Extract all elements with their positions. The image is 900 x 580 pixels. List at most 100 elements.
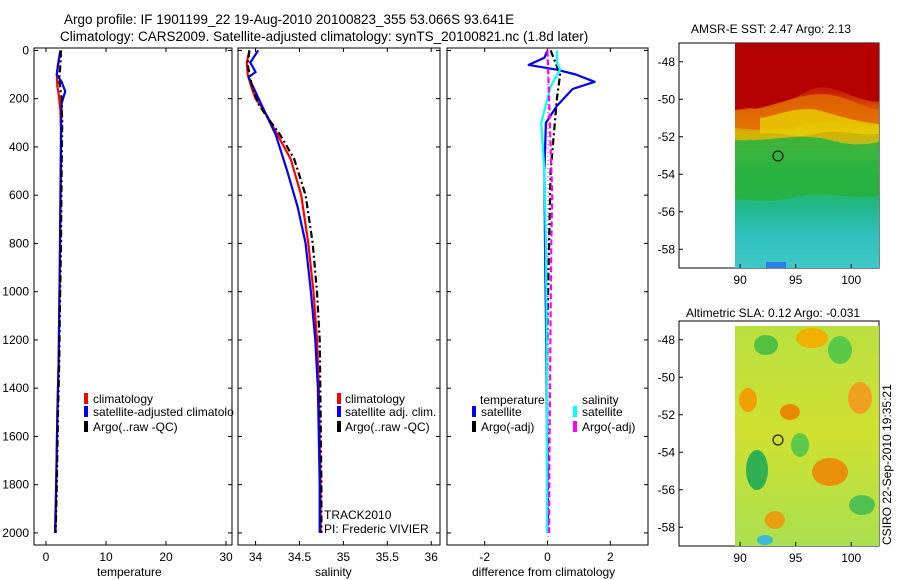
legend-temp-argo: Argo(-adj) [481, 420, 534, 434]
legend-salinity-heading: salinity [582, 393, 619, 407]
depth-tick-label: 400 [9, 140, 29, 154]
sst-green-band [735, 136, 879, 201]
sst-field [735, 43, 879, 268]
legend-sal-argo: Argo(-adj) [582, 420, 635, 434]
sla-orange-blob [739, 388, 757, 412]
legend-swatch-satellite [84, 406, 88, 417]
legend-swatch-argo [84, 421, 88, 432]
depth-tick-label: 600 [9, 188, 29, 202]
sla-green-blob [849, 495, 875, 515]
series-line-salinity-satellite [540, 50, 562, 533]
legend-climatology: climatology [345, 392, 405, 406]
legend-swatch-argo [337, 421, 341, 432]
sst-blue-spot [766, 262, 786, 268]
depth-axis: 0 200 400 600 800 1000 1200 1400 1600 1800 2000 [2, 43, 232, 540]
temperature-panel: 0 200 400 600 800 1000 1200 1400 1600 1800 2000 0 1… [2, 43, 234, 579]
track-annotation: TRACK2010 [324, 508, 392, 522]
x-tick-label: 35 [337, 550, 351, 564]
title-line-2: Climatology: CARS2009. Satellite-adjuste… [60, 29, 589, 44]
series-line-argo [246, 50, 323, 533]
legend-satellite: satellite adj. clim. [345, 405, 436, 419]
lat-tick-label: -54 [658, 445, 676, 459]
x-tick-label: 2 [607, 550, 614, 564]
legend-satellite: satellite-adjusted climatolo [93, 405, 234, 419]
salinity-axes-box [237, 47, 441, 546]
depth-tick-label: 1800 [2, 478, 29, 492]
x-tick-label: 0 [544, 550, 551, 564]
sst-map-title: AMSR-E SST: 2.47 Argo: 2.13 [691, 22, 852, 36]
legend-temp-satellite: satellite [481, 405, 522, 419]
x-tick-label: 0 [43, 550, 50, 564]
sla-map-title: Altimetric SLA: 0.12 Argo: -0.031 [686, 306, 861, 320]
salinity-legend: climatology satellite adj. clim. Argo(..… [337, 392, 436, 434]
series-line-argo [54, 50, 64, 533]
sst-map-panel: 90 95 100 -48 -50 -52 -54 -56 -58 [658, 42, 880, 287]
lat-tick-label: -58 [658, 520, 676, 534]
depth-tick-label: 2000 [2, 526, 29, 540]
sla-orange-blob [765, 511, 785, 529]
lon-tick-label: 100 [841, 273, 861, 287]
temperature-legend: climatology satellite-adjusted climatolo… [84, 392, 234, 434]
x-tick-label: 30 [219, 550, 233, 564]
series-line-satellite [53, 50, 67, 533]
legend-swatch-climatology [84, 393, 88, 404]
series-line-satellite [247, 49, 321, 533]
legend-swatch-sal-satellite [573, 406, 577, 417]
x-tick-label: 35.5 [376, 550, 400, 564]
lon-tick-label: 100 [841, 551, 861, 565]
salinity-panel: 34 34.5 35 35.5 36 salinity climatology sate… [237, 47, 441, 579]
salinity-x-axis: 34 34.5 35 35.5 36 [238, 48, 440, 564]
x-tick-label: 36 [425, 550, 439, 564]
sla-orange-blob [812, 458, 848, 486]
temperature-xlabel: temperature [97, 565, 162, 579]
legend-swatch-temp-satellite [472, 406, 476, 417]
lat-tick-label: -50 [658, 92, 676, 106]
depth-tick-label: 0 [22, 43, 29, 57]
temperature-axes-box [33, 47, 233, 546]
x-tick-label: 34 [249, 550, 263, 564]
lat-tick-label: -48 [658, 55, 676, 69]
lat-tick-label: -56 [658, 205, 676, 219]
legend-swatch-satellite [337, 406, 341, 417]
sla-orange-blob [796, 328, 828, 348]
legend-climatology: climatology [93, 392, 153, 406]
csiro-timestamp: CSIRO 22-Sep-2010 19:35:21 [880, 384, 894, 545]
lat-tick-label: -48 [658, 333, 676, 347]
difference-lines [527, 49, 596, 533]
legend-sal-satellite: satellite [582, 405, 623, 419]
lat-tick-label: -52 [658, 130, 676, 144]
sst-yellow-band [760, 109, 879, 136]
salinity-lines [245, 49, 323, 533]
x-tick-label: 10 [99, 550, 113, 564]
lat-tick-label: -56 [658, 483, 676, 497]
difference-xlabel: difference from climatology [472, 565, 615, 579]
depth-tick-label: 1000 [2, 285, 29, 299]
legend-swatch-sal-argo [573, 421, 577, 432]
depth-tick-label: 200 [9, 92, 29, 106]
lat-tick-label: -52 [658, 408, 676, 422]
pi-annotation: PI: Frederic VIVIER [324, 522, 429, 536]
sst-warm-lobe [735, 43, 879, 110]
sla-orange-blob [780, 404, 800, 420]
lat-tick-label: -58 [658, 242, 676, 256]
lon-tick-label: 95 [789, 551, 803, 565]
sla-map-axes-ticks: 90 95 100 -48 -50 -52 -54 -56 -58 [658, 333, 862, 565]
legend-temperature-heading: temperature [480, 393, 545, 407]
temperature-lines [53, 50, 67, 533]
sla-field [735, 326, 879, 546]
temperature-x-axis: 0 10 20 30 [43, 48, 233, 564]
x-tick-label: 20 [159, 550, 173, 564]
x-tick-label: 34.5 [288, 550, 312, 564]
lon-tick-label: 90 [733, 273, 747, 287]
lat-tick-label: -54 [658, 167, 676, 181]
sst-map-axes-ticks: 90 95 100 -48 -50 -52 -54 -56 -58 [658, 55, 862, 287]
depth-tick-label: 1400 [2, 381, 29, 395]
depth-tick-label: 800 [9, 236, 29, 250]
sla-green-blob [754, 335, 778, 355]
depth-tick-label: 1200 [2, 333, 29, 347]
sla-green-blob [746, 450, 768, 490]
legend-argo: Argo(..raw -QC) [345, 420, 430, 434]
series-line-salinity-argo-adj- [546, 50, 554, 533]
difference-legend: temperature satellite Argo(-adj) salinit… [472, 393, 635, 434]
